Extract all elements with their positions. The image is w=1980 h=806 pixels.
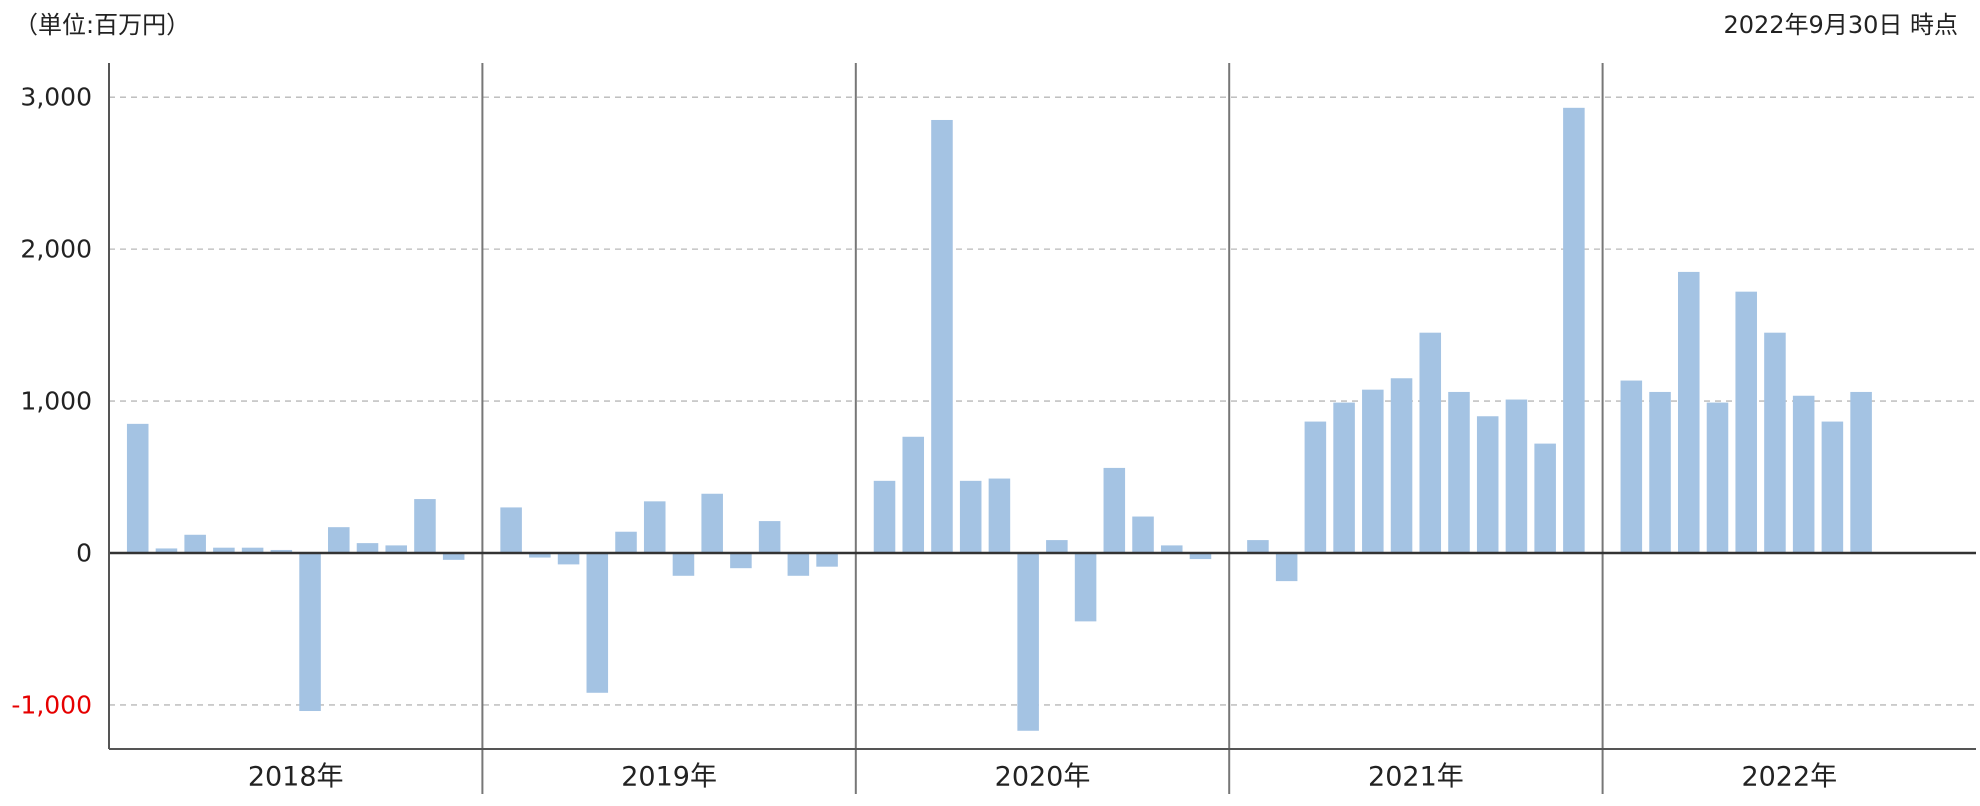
bar — [414, 499, 436, 553]
y-tick-label: -1,000 — [11, 690, 92, 719]
bar — [1476, 416, 1499, 553]
bar — [241, 547, 264, 553]
bar — [672, 553, 695, 576]
bar — [1390, 378, 1413, 553]
bar — [184, 534, 206, 553]
bar — [385, 545, 408, 553]
x-group-label: 2019年 — [621, 762, 717, 793]
bar — [1333, 402, 1355, 553]
bar — [787, 553, 810, 576]
bar — [1534, 443, 1556, 553]
x-group-label: 2020年 — [995, 762, 1091, 793]
bar — [1103, 467, 1126, 553]
bar — [1649, 391, 1671, 553]
as-of-date-note: 2022年9月30日 時点 — [1723, 11, 1958, 39]
bar — [902, 436, 925, 553]
bar — [529, 553, 551, 558]
x-group-label: 2018年 — [248, 762, 344, 793]
bar — [1419, 332, 1442, 553]
bar — [1189, 553, 1212, 560]
bar — [442, 553, 465, 560]
bar — [1850, 391, 1872, 553]
bar — [1132, 516, 1154, 553]
bar — [500, 507, 522, 553]
bar — [1563, 107, 1585, 553]
bar — [1160, 545, 1183, 553]
bar — [213, 547, 235, 553]
bar — [1017, 553, 1039, 731]
x-group-label: 2021年 — [1368, 762, 1464, 793]
bar — [873, 480, 896, 553]
bar — [959, 480, 982, 553]
bar — [1074, 553, 1097, 622]
y-tick-label: 2,000 — [20, 235, 92, 264]
y-tick-label: 0 — [76, 539, 92, 568]
bar — [299, 553, 321, 712]
bar — [586, 553, 609, 693]
bar — [816, 553, 838, 567]
bar — [1247, 540, 1269, 553]
bar — [1677, 271, 1700, 553]
bar — [1620, 380, 1643, 553]
y-tick-label: 3,000 — [20, 83, 92, 112]
bar — [270, 549, 293, 553]
bar — [931, 119, 953, 553]
bar — [701, 493, 723, 553]
bar — [1448, 391, 1470, 553]
bar — [1275, 553, 1298, 582]
bar — [557, 553, 580, 565]
y-tick-label: 1,000 — [20, 387, 92, 416]
x-group-label: 2022年 — [1741, 762, 1837, 793]
bar — [328, 527, 350, 553]
bar — [758, 521, 781, 553]
bar — [1764, 332, 1786, 553]
bar — [126, 423, 149, 553]
unit-note: （単位:百万円） — [14, 11, 191, 39]
bar — [1735, 291, 1757, 553]
bar — [988, 478, 1011, 553]
bar — [1706, 402, 1729, 553]
bar — [1505, 399, 1528, 553]
bar — [643, 501, 666, 553]
bar — [1792, 395, 1815, 553]
bar — [155, 548, 178, 553]
bar — [615, 531, 637, 553]
bar — [1362, 389, 1384, 553]
bar — [1304, 421, 1327, 553]
bar — [730, 553, 752, 569]
bar — [1046, 540, 1068, 553]
bar — [1821, 421, 1844, 553]
bar — [356, 543, 379, 553]
